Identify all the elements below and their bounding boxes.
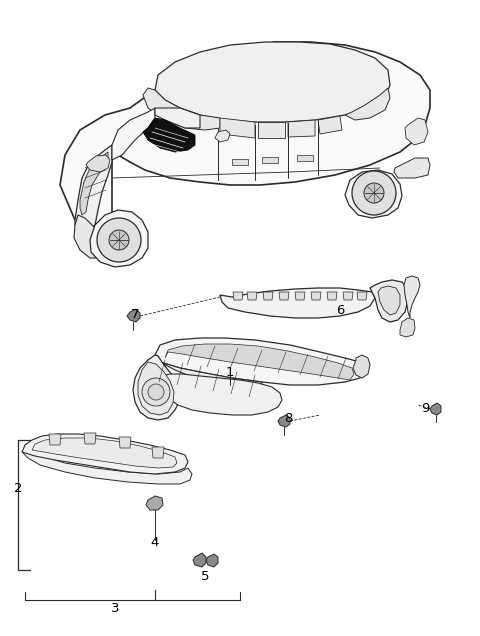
Polygon shape — [278, 415, 290, 427]
Polygon shape — [220, 118, 255, 138]
Polygon shape — [400, 318, 415, 337]
Polygon shape — [80, 152, 108, 215]
Circle shape — [148, 384, 164, 400]
Polygon shape — [220, 288, 375, 318]
Polygon shape — [343, 292, 353, 300]
Polygon shape — [318, 116, 342, 134]
Polygon shape — [370, 280, 408, 322]
Polygon shape — [160, 374, 282, 415]
Polygon shape — [232, 159, 248, 165]
Polygon shape — [262, 157, 278, 163]
Polygon shape — [404, 276, 420, 318]
Text: 7: 7 — [131, 308, 139, 322]
Text: 2: 2 — [14, 481, 22, 495]
Polygon shape — [32, 438, 177, 468]
Polygon shape — [193, 553, 206, 567]
Circle shape — [142, 378, 170, 406]
Polygon shape — [357, 292, 367, 300]
Circle shape — [97, 218, 141, 262]
Polygon shape — [165, 344, 354, 380]
Polygon shape — [146, 496, 163, 510]
Polygon shape — [206, 554, 218, 567]
Polygon shape — [152, 447, 164, 458]
Polygon shape — [297, 155, 313, 161]
Polygon shape — [112, 108, 155, 160]
Polygon shape — [378, 286, 400, 315]
Polygon shape — [288, 120, 315, 137]
Polygon shape — [155, 108, 200, 128]
Text: 6: 6 — [336, 303, 344, 317]
Polygon shape — [138, 362, 174, 415]
Polygon shape — [22, 434, 188, 474]
Polygon shape — [143, 118, 195, 152]
Polygon shape — [74, 215, 105, 258]
Polygon shape — [22, 452, 192, 484]
Polygon shape — [143, 88, 220, 130]
Polygon shape — [258, 122, 285, 138]
Polygon shape — [86, 155, 110, 172]
Text: 9: 9 — [421, 401, 429, 415]
Polygon shape — [430, 403, 441, 415]
Polygon shape — [75, 145, 112, 232]
Circle shape — [352, 171, 396, 215]
Polygon shape — [327, 292, 337, 300]
Polygon shape — [263, 292, 273, 300]
Circle shape — [109, 230, 129, 250]
Polygon shape — [155, 338, 365, 385]
Polygon shape — [353, 355, 370, 378]
Polygon shape — [90, 210, 148, 267]
Text: 5: 5 — [201, 570, 209, 583]
Polygon shape — [394, 158, 430, 178]
Polygon shape — [84, 433, 96, 444]
Polygon shape — [279, 292, 289, 300]
Text: 4: 4 — [151, 537, 159, 550]
Text: 3: 3 — [111, 602, 119, 614]
Polygon shape — [60, 42, 430, 255]
Polygon shape — [119, 437, 131, 448]
Polygon shape — [155, 42, 390, 122]
Polygon shape — [405, 118, 428, 145]
Text: 1: 1 — [226, 366, 234, 378]
Polygon shape — [295, 292, 305, 300]
Text: 8: 8 — [284, 411, 292, 424]
Polygon shape — [133, 355, 180, 420]
Circle shape — [364, 183, 384, 203]
Polygon shape — [215, 130, 230, 142]
Polygon shape — [155, 355, 262, 393]
Polygon shape — [127, 309, 140, 322]
Polygon shape — [233, 292, 243, 300]
Polygon shape — [49, 434, 61, 445]
Polygon shape — [311, 292, 321, 300]
Polygon shape — [345, 170, 402, 218]
Polygon shape — [345, 88, 390, 120]
Polygon shape — [247, 292, 257, 300]
